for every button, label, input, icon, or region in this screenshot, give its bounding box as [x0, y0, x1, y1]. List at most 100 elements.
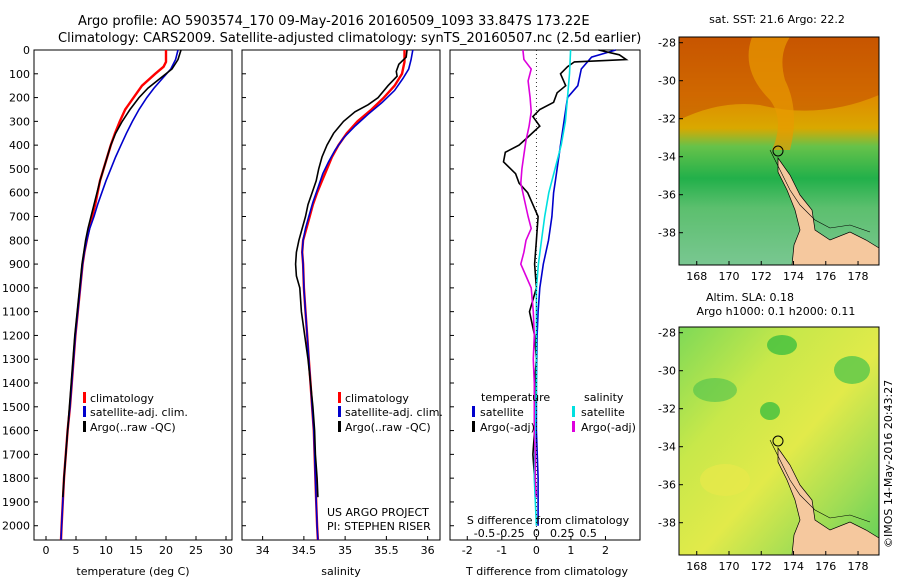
x-tick-label: 36: [421, 544, 435, 557]
series-line-satelliteadjclim: [301, 49, 414, 541]
temperature-xlabel: temperature (deg C): [76, 565, 189, 578]
sla-map-title-line1: Altim. SLA: 0.18: [706, 291, 794, 304]
series-line-climatology: [59, 50, 168, 541]
lon-tick-label: 172: [751, 270, 772, 283]
x-tick-label: 10: [99, 544, 113, 557]
lon-tick-label: 170: [719, 560, 740, 573]
depth-tick-label: 1800: [2, 472, 30, 485]
lon-tick-label: 168: [686, 270, 707, 283]
sla-map: Altim. SLA: 0.18 Argo h1000: 0.1 h2000: …: [658, 291, 880, 573]
series-line-satellite: [535, 49, 617, 526]
project-label: US ARGO PROJECT: [327, 506, 429, 519]
figure-title-line2: Climatology: CARS2009. Satellite-adjuste…: [58, 31, 641, 46]
sla-map-eddy: [767, 335, 797, 355]
lat-tick-label: -28: [658, 327, 676, 340]
depth-tick-label: 2000: [2, 520, 30, 533]
sst-map-land: [777, 156, 879, 265]
legend-label-s-satellite: satellite: [581, 406, 625, 419]
depth-tick-label: 300: [9, 115, 30, 128]
salinity-xlabel: salinity: [321, 565, 361, 578]
depth-axis: 0 100 200 300 400 500 600 700 800 900 1000 1100 1200…: [2, 44, 30, 533]
series-line-climatology: [300, 50, 406, 541]
sla-map-argo-marker: [772, 435, 784, 447]
sla-map-eddy: [700, 464, 750, 496]
legend-swatch-satellite: [83, 406, 86, 417]
x-tick-label: 34.5: [292, 544, 317, 557]
lat-tick-label: -38: [658, 227, 676, 240]
pi-label: PI: STEPHEN RISER: [327, 520, 431, 533]
legend-label-s-argo: Argo(-adj): [581, 421, 636, 434]
depth-tick-label: 1100: [2, 306, 30, 319]
difference-plot: -2 -1 0 1 2 -0.5 -0.25 0 0.25 0.5: [450, 49, 629, 557]
legend-swatch-argo: [338, 421, 341, 432]
legend-swatch-satellite: [338, 406, 341, 417]
depth-tick-label: 1500: [2, 401, 30, 414]
series-line-satellite: [533, 49, 572, 526]
lat-tick-label: -32: [658, 113, 676, 126]
difference-legend: temperature salinity satellite Argo(-adj…: [472, 391, 636, 434]
legend-swatch-s-satellite: [572, 406, 575, 417]
sla-map-eddy: [693, 378, 737, 402]
depth-tick-label: 200: [9, 92, 30, 105]
depth-tick-label: 900: [9, 258, 30, 271]
depth-tick-label: 400: [9, 139, 30, 152]
depth-tick-label: 1000: [2, 282, 30, 295]
x-tick-label: 0: [533, 544, 540, 557]
depth-tick-label: 1700: [2, 448, 30, 461]
depth-tick-label: 0: [23, 44, 30, 57]
x-tick-label: 35: [338, 544, 352, 557]
series-line-argorawqc: [294, 49, 408, 498]
legend-label-argo: Argo(..raw -QC): [90, 421, 176, 434]
legend-header-salinity: salinity: [584, 391, 624, 404]
temperature-legend: climatology satellite-adj. clim. Argo(..…: [83, 392, 188, 434]
series-line-argorawqc: [62, 49, 182, 498]
lat-tick-label: -36: [658, 479, 676, 492]
s-difference-xlabel: S difference from climatology: [467, 514, 630, 527]
x-tick-label: -2: [462, 544, 473, 557]
sst-map-axes: 168 170 172 174 176 178 -28 -30 -32 -34 -36 -38: [658, 37, 869, 283]
sst-map-argo-marker: [772, 145, 784, 157]
x-tick-label: 34: [256, 544, 270, 557]
s-difference-tick-label: 0: [533, 527, 540, 540]
depth-tick-label: 600: [9, 187, 30, 200]
lat-tick-label: -30: [658, 365, 676, 378]
sla-map-contour: [769, 439, 871, 523]
lat-tick-label: -36: [658, 189, 676, 202]
sst-map-contour: [769, 149, 871, 233]
depth-tick-label: 500: [9, 163, 30, 176]
depth-tick-label: 700: [9, 211, 30, 224]
sla-map-axes: 168 170 172 174 176 178 -28 -30 -32 -34 -36 -38: [658, 327, 869, 573]
temperature-plot-frame: [33, 49, 233, 541]
lat-tick-label: -34: [658, 151, 676, 164]
legend-swatch-t-argo: [472, 421, 475, 432]
x-tick-label: 15: [129, 544, 143, 557]
sst-map-title: sat. SST: 21.6 Argo: 22.2: [709, 13, 845, 26]
lon-tick-label: 178: [848, 270, 869, 283]
lon-tick-label: 174: [783, 270, 804, 283]
legend-label-satellite: satellite-adj. clim.: [90, 406, 188, 419]
depth-tick-label: 1400: [2, 377, 30, 390]
x-tick-label: 20: [159, 544, 173, 557]
legend-swatch-t-satellite: [472, 406, 475, 417]
lat-tick-label: -32: [658, 403, 676, 416]
legend-label-t-argo: Argo(-adj): [480, 421, 535, 434]
lat-tick-label: -38: [658, 517, 676, 530]
s-difference-tick-label: 0.5: [579, 527, 597, 540]
legend-label-satellite: satellite-adj. clim.: [345, 406, 443, 419]
series-line-argoadj: [519, 49, 538, 498]
legend-label-climatology: climatology: [90, 392, 154, 405]
s-difference-tick-label: -0.25: [496, 527, 524, 540]
imos-timestamp: ©IMOS 14-May-2016 20:43:27: [882, 380, 895, 548]
difference-plot-frame: [449, 49, 641, 541]
legend-header-temperature: temperature: [481, 391, 550, 404]
sst-map-plume: [748, 37, 794, 150]
sst-map-frame: [678, 36, 880, 266]
sla-map-eddy: [760, 402, 780, 420]
sla-map-eddy: [834, 356, 870, 384]
sla-map-title-line2: Argo h1000: 0.1 h2000: 0.11: [697, 305, 856, 318]
lon-tick-label: 170: [719, 270, 740, 283]
x-tick-label: -1: [496, 544, 507, 557]
lon-tick-label: 176: [815, 270, 836, 283]
lon-tick-label: 168: [686, 560, 707, 573]
